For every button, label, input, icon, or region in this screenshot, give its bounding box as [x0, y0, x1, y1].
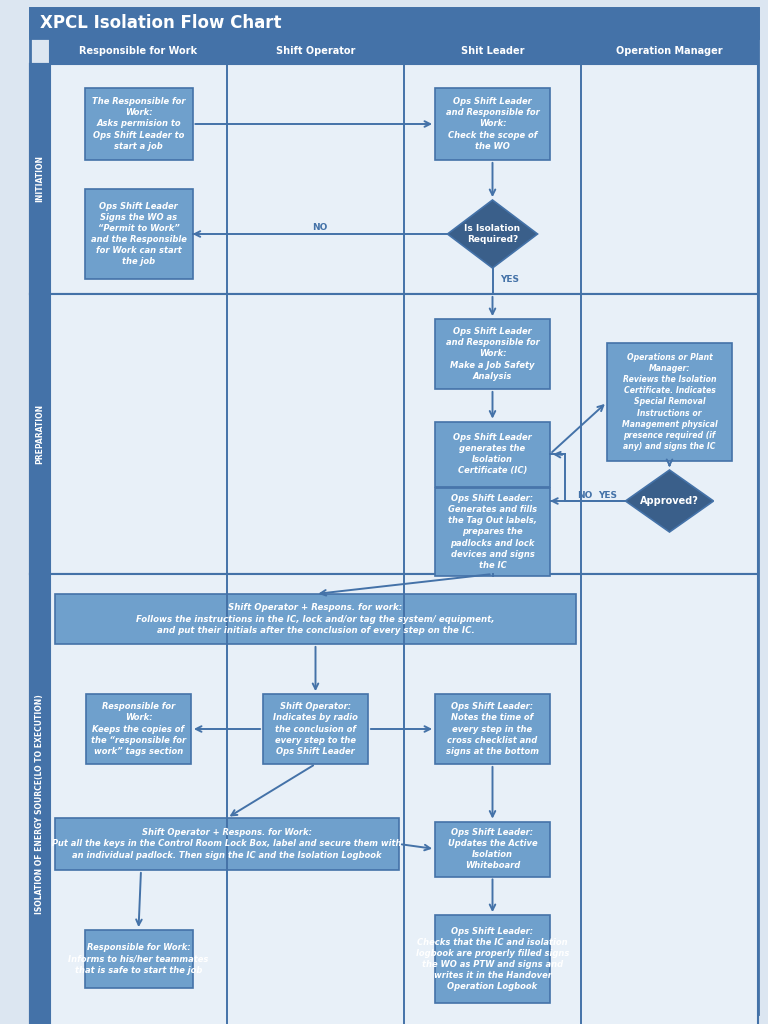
Text: XPCL Isolation Flow Chart: XPCL Isolation Flow Chart — [40, 14, 282, 32]
Text: Ops Shift Leader
Signs the WO as
“Permit to Work”
and the Responsible
for Work c: Ops Shift Leader Signs the WO as “Permit… — [91, 202, 187, 266]
Text: Responsible for Work: Responsible for Work — [79, 46, 197, 56]
FancyBboxPatch shape — [84, 189, 193, 279]
Polygon shape — [625, 470, 713, 532]
FancyBboxPatch shape — [435, 488, 550, 575]
FancyBboxPatch shape — [435, 88, 550, 160]
Text: Ops Shift Leader:
Checks that the IC and isolation
logbook are properly filled s: Ops Shift Leader: Checks that the IC and… — [415, 927, 569, 991]
FancyBboxPatch shape — [607, 343, 732, 461]
FancyBboxPatch shape — [55, 594, 576, 644]
FancyBboxPatch shape — [86, 694, 191, 764]
Text: Operation Manager: Operation Manager — [616, 46, 723, 56]
FancyBboxPatch shape — [30, 574, 50, 1024]
Text: Responsible for Work:
Informs to his/her teammates
that is safe to start the job: Responsible for Work: Informs to his/her… — [68, 943, 209, 975]
Text: Is Isolation
Required?: Is Isolation Required? — [465, 224, 521, 244]
FancyBboxPatch shape — [435, 915, 550, 1002]
Text: PREPARATION: PREPARATION — [35, 403, 45, 464]
Text: INITIATION: INITIATION — [35, 156, 45, 203]
Text: Operations or Plant
Manager:
Reviews the Isolation
Certificate. Indicates
Specia: Operations or Plant Manager: Reviews the… — [621, 353, 717, 451]
Text: Shit Leader: Shit Leader — [461, 46, 525, 56]
FancyBboxPatch shape — [55, 818, 399, 870]
FancyBboxPatch shape — [30, 8, 758, 38]
FancyBboxPatch shape — [30, 574, 758, 1024]
FancyBboxPatch shape — [30, 63, 50, 294]
Text: YES: YES — [598, 490, 617, 500]
Text: Approved?: Approved? — [640, 496, 699, 506]
FancyBboxPatch shape — [263, 694, 368, 764]
Text: NO: NO — [577, 490, 592, 500]
FancyBboxPatch shape — [84, 930, 193, 988]
FancyBboxPatch shape — [435, 821, 550, 877]
FancyBboxPatch shape — [435, 422, 550, 486]
FancyBboxPatch shape — [30, 8, 758, 1014]
FancyBboxPatch shape — [435, 319, 550, 389]
FancyBboxPatch shape — [30, 63, 758, 294]
Text: ISOLATION OF ENERGY SOURCE(LO TO EXECUTION): ISOLATION OF ENERGY SOURCE(LO TO EXECUTI… — [35, 694, 45, 913]
Text: Ops Shift Leader
and Responsible for
Work:
Check the scope of
the WO: Ops Shift Leader and Responsible for Wor… — [445, 97, 539, 151]
Text: The Responsible for
Work:
Asks permision to
Ops Shift Leader to
start a job: The Responsible for Work: Asks permision… — [91, 97, 185, 151]
Text: Ops Shift Leader
generates the
Isolation
Certificate (IC): Ops Shift Leader generates the Isolation… — [453, 433, 532, 475]
Text: YES: YES — [501, 275, 519, 285]
Text: Shift Operator: Shift Operator — [276, 46, 355, 56]
Text: Shift Operator + Respons. for work:
Follows the instructions in the IC, lock and: Shift Operator + Respons. for work: Foll… — [136, 603, 495, 635]
Text: Shift Operator:
Indicates by radio
the conclusion of
every step to the
Ops Shift: Shift Operator: Indicates by radio the c… — [273, 702, 358, 756]
Text: NO: NO — [313, 223, 328, 232]
FancyBboxPatch shape — [30, 294, 758, 574]
FancyBboxPatch shape — [30, 294, 50, 574]
Text: Shift Operator + Respons. for Work:
Put all the keys in the Control Room Lock Bo: Shift Operator + Respons. for Work: Put … — [52, 828, 402, 859]
Text: Ops Shift Leader
and Responsible for
Work:
Make a Job Safety
Analysis: Ops Shift Leader and Responsible for Wor… — [445, 328, 539, 381]
Text: Ops Shift Leader:
Notes the time of
every step in the
cross checklist and
signs : Ops Shift Leader: Notes the time of ever… — [446, 702, 539, 756]
FancyBboxPatch shape — [84, 88, 193, 160]
FancyBboxPatch shape — [50, 38, 758, 63]
FancyBboxPatch shape — [435, 694, 550, 764]
Text: Ops Shift Leader:
Generates and fills
the Tag Out labels,
prepares the
padlocks : Ops Shift Leader: Generates and fills th… — [448, 495, 537, 569]
Text: Ops Shift Leader:
Updates the Active
Isolation
Whiteboard: Ops Shift Leader: Updates the Active Iso… — [448, 827, 538, 870]
Text: Responsible for
Work:
Keeps the copies of
the “responsible for
work” tags sectio: Responsible for Work: Keeps the copies o… — [91, 702, 186, 756]
Polygon shape — [448, 200, 538, 268]
